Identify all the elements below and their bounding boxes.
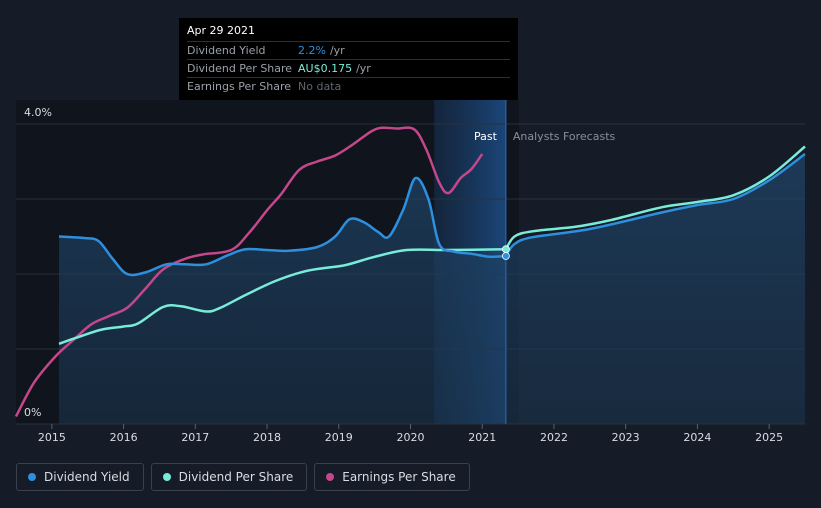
series-markers bbox=[501, 245, 510, 260]
tooltip-label: Dividend Yield bbox=[187, 44, 266, 57]
dividend-yield-forecast-line bbox=[504, 152, 806, 257]
tooltip-row-dividend-yield: Dividend Yield 2.2% /yr bbox=[187, 41, 510, 59]
x-tick-label: 2024 bbox=[683, 431, 711, 444]
x-axis: 2015 2016 2017 2018 2019 2020 2021 2022 2023 2024… bbox=[38, 424, 783, 444]
x-tick-label: 2017 bbox=[181, 431, 209, 444]
x-tick-label: 2021 bbox=[468, 431, 496, 444]
tooltip-row-earnings-per-share: Earnings Per Share No data bbox=[187, 77, 510, 95]
dividend-yield-marker[interactable] bbox=[501, 252, 510, 260]
y-tick-label: 4.0% bbox=[24, 106, 52, 119]
y-axis: 4.0% 0% bbox=[24, 106, 52, 419]
x-tick-label: 2020 bbox=[397, 431, 425, 444]
series-lines bbox=[14, 126, 806, 418]
x-tick-label: 2018 bbox=[253, 431, 281, 444]
tooltip-label: Dividend Per Share bbox=[187, 62, 293, 75]
legend-label: Earnings Per Share bbox=[342, 470, 456, 484]
legend-label: Dividend Yield bbox=[44, 470, 130, 484]
tooltip: Apr 29 2021 Dividend Yield 2.2% /yr Divi… bbox=[179, 18, 518, 100]
tooltip-date: Apr 29 2021 bbox=[187, 24, 256, 37]
legend-dot-icon bbox=[326, 473, 335, 481]
tooltip-value: AU$0.175 bbox=[298, 62, 353, 75]
legend-label: Dividend Per Share bbox=[178, 470, 294, 484]
dividend-per-share-line bbox=[58, 248, 506, 345]
dividend-per-share-marker[interactable] bbox=[501, 245, 510, 254]
legend-item-dividend-per-share[interactable]: Dividend Per Share bbox=[150, 463, 308, 491]
earnings-per-share-line bbox=[14, 126, 484, 418]
tooltip-unit: /yr bbox=[356, 62, 371, 75]
x-tick-label: 2022 bbox=[540, 431, 568, 444]
x-tick-label: 2015 bbox=[38, 431, 66, 444]
dividend-yield-area bbox=[59, 154, 805, 424]
x-tick-label: 2023 bbox=[612, 431, 640, 444]
past-label: Past bbox=[474, 130, 498, 143]
legend-item-dividend-yield[interactable]: Dividend Yield bbox=[16, 463, 144, 491]
legend: Dividend Yield Dividend Per Share Earnin… bbox=[16, 463, 470, 491]
tooltip-unit: /yr bbox=[329, 44, 345, 57]
legend-dot-icon bbox=[28, 473, 36, 481]
dividend-per-share-forecast-line bbox=[504, 145, 806, 250]
forecast-label: Analysts Forecasts bbox=[513, 130, 616, 143]
y-tick-label: 0% bbox=[24, 406, 41, 419]
tooltip-row-dividend-per-share: Dividend Per Share AU$0.175 /yr bbox=[187, 59, 510, 77]
legend-dot-icon bbox=[162, 473, 171, 481]
x-tick-label: 2025 bbox=[755, 431, 783, 444]
tooltip-value: No data bbox=[298, 80, 342, 93]
x-tick-label: 2019 bbox=[325, 431, 353, 444]
tooltip-label: Earnings Per Share bbox=[187, 80, 292, 93]
legend-item-earnings-per-share[interactable]: Earnings Per Share bbox=[314, 463, 470, 491]
tooltip-value: 2.2% bbox=[298, 44, 326, 57]
x-tick-label: 2016 bbox=[110, 431, 138, 444]
dividend-yield-line bbox=[58, 176, 506, 277]
